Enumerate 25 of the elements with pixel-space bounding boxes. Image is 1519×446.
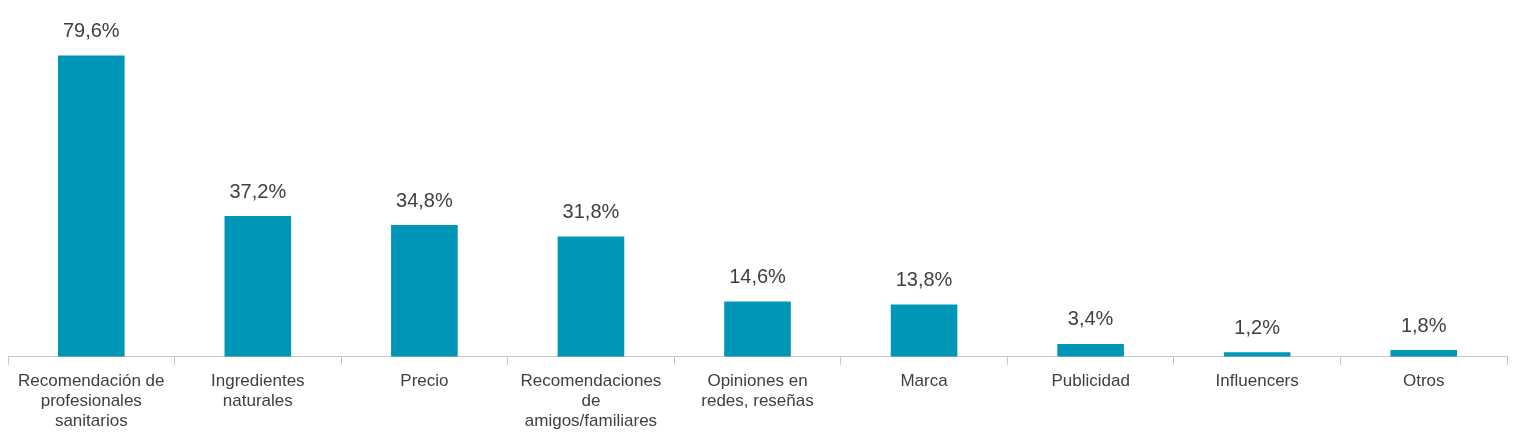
data-label: 13,8% xyxy=(895,268,953,291)
x-tick-label: Recomendación de profesionales sanitarios xyxy=(18,370,165,431)
bar xyxy=(557,236,625,357)
x-tick-label: Influencers xyxy=(1215,370,1299,390)
x-tick-label: Precio xyxy=(400,370,449,390)
data-label: 31,8% xyxy=(562,199,620,222)
data-label: 79,6% xyxy=(62,19,120,42)
x-tick-label: Opiniones en redes, reseñas xyxy=(701,370,814,411)
data-label: 37,2% xyxy=(229,179,287,202)
bar xyxy=(1057,343,1124,357)
x-tick-label: Publicidad xyxy=(1051,370,1130,390)
bar xyxy=(890,304,958,357)
data-label: 1,8% xyxy=(1400,313,1447,336)
x-tick-label: Marca xyxy=(900,370,949,390)
data-label: 3,4% xyxy=(1067,307,1114,330)
x-tick-label: Recomendaciones de amigos/familiares xyxy=(520,370,662,431)
x-tick-label: Ingredientes naturales xyxy=(211,370,305,411)
bar xyxy=(724,301,791,357)
bar xyxy=(391,225,458,357)
data-label: 14,6% xyxy=(729,265,787,288)
bar xyxy=(224,216,292,357)
data-label: 34,8% xyxy=(396,188,453,211)
x-tick-label: Otros xyxy=(1402,370,1445,390)
data-label: 1,2% xyxy=(1234,315,1281,338)
bar xyxy=(57,55,125,357)
